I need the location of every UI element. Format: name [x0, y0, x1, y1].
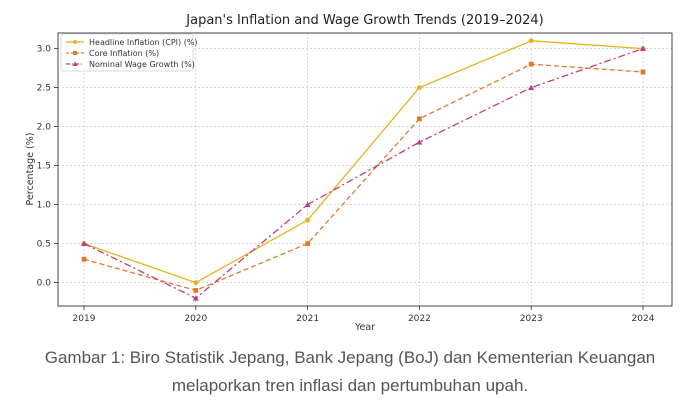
x-tick-label: 2022 [408, 314, 431, 324]
x-axis-label: Year [354, 322, 375, 333]
y-axis-label: Percentage (%) [25, 133, 36, 206]
plot-frame [57, 32, 673, 307]
x-tick-label: 2024 [632, 314, 655, 324]
data-point [305, 217, 310, 223]
legend-marker [73, 40, 77, 44]
y-tick-label: 2.0 [37, 123, 52, 133]
series-line [83, 63, 644, 292]
x-tick-label: 2019 [73, 314, 96, 324]
series-1 [81, 38, 646, 285]
y-tick-label: 0.0 [37, 279, 52, 289]
legend-label: Core Inflation (%) [89, 49, 159, 58]
series-layer [81, 38, 646, 301]
data-point [81, 240, 87, 246]
y-tick-label: 0.5 [37, 240, 51, 250]
legend-label: Headline Inflation (CPI) (%) [89, 38, 198, 47]
data-point [528, 38, 534, 44]
data-point [304, 201, 311, 207]
y-tick-label: 2.5 [37, 84, 51, 94]
grid [58, 33, 672, 306]
legend: Headline Inflation (CPI) (%) Core Inflati… [60, 33, 198, 72]
x-tick-label: 2020 [184, 314, 207, 324]
figure-caption: Gambar 1: Biro Statistik Jepang, Bank Je… [0, 344, 700, 400]
legend-marker [73, 51, 77, 55]
chart-title: Japan's Inflation and Wage Growth Trends… [185, 13, 543, 28]
data-point [192, 295, 199, 301]
line-chart: Japan's Inflation and Wage Growth Trends… [25, 13, 673, 333]
x-tick-label: 2021 [296, 314, 319, 324]
data-point [305, 241, 310, 246]
y-tick-label: 1.0 [37, 201, 52, 211]
legend-label: Nominal Wage Growth (%) [89, 60, 195, 69]
legend-marker [72, 61, 78, 66]
series-2 [81, 61, 646, 293]
legend-box [60, 33, 194, 72]
data-point [528, 84, 535, 90]
data-point [640, 69, 646, 75]
data-point [193, 280, 199, 285]
data-point [417, 85, 422, 90]
series-line [83, 40, 644, 284]
series-3 [81, 45, 646, 301]
data-point [193, 288, 199, 293]
data-point [416, 139, 423, 145]
axis-ticks: 0.0 0.5 1.0 1.5 2.0 2.5 3.0 2019 2020 2021 2022 202… [37, 45, 655, 324]
caption-line-2: melaporkan tren inflasi dan pertumbuhan … [171, 376, 529, 395]
x-tick-label: 2023 [520, 314, 543, 324]
data-point [417, 116, 422, 122]
caption-line-1: Gambar 1: Biro Statistik Jepang, Bank Je… [44, 348, 656, 367]
y-tick-label: 1.5 [37, 162, 51, 172]
y-tick-label: 3.0 [37, 45, 52, 55]
data-point [528, 61, 534, 67]
series-line [83, 47, 644, 299]
chart-svg: Japan's Inflation and Wage Growth Trends… [25, 13, 673, 333]
data-point [640, 45, 646, 51]
data-point [81, 256, 87, 262]
